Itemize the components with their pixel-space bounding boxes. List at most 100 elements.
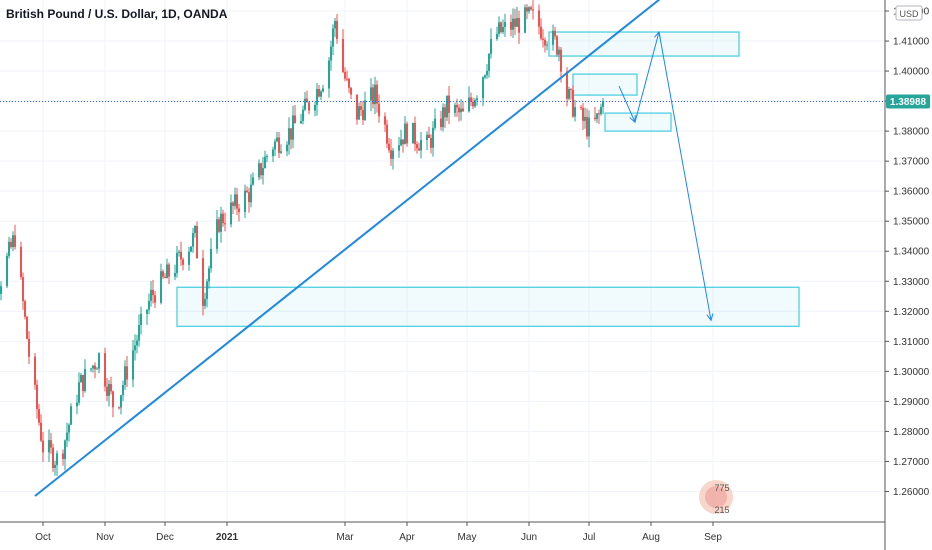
candle-body xyxy=(38,409,40,423)
price-tick-label: 1.31000 xyxy=(893,337,930,348)
candle-body xyxy=(108,384,110,396)
zone-box[interactable] xyxy=(604,112,672,132)
candle-body xyxy=(468,97,470,112)
candle-body xyxy=(488,53,490,71)
candle-body xyxy=(50,440,52,448)
candle-body xyxy=(524,7,526,33)
candle-body xyxy=(554,30,556,37)
time-tick-label: Mar xyxy=(336,532,354,543)
candle-body xyxy=(126,366,128,380)
time-axis[interactable]: SepOctNovDec2021MarAprMayJunJulAugSep xyxy=(0,522,722,543)
candle-body xyxy=(472,101,474,107)
candle-body xyxy=(582,107,584,121)
time-tick-label: Oct xyxy=(35,532,51,543)
candle-body xyxy=(502,27,504,33)
zone-box[interactable] xyxy=(572,73,638,96)
candle-body xyxy=(290,128,292,140)
candle-body xyxy=(154,295,156,303)
candle-body xyxy=(542,38,544,40)
price-tick-label: 1.38000 xyxy=(893,127,930,138)
candle-body xyxy=(96,368,98,370)
candle-body xyxy=(220,213,222,232)
candle-body xyxy=(94,365,96,370)
candle-body xyxy=(204,298,206,306)
candle-body xyxy=(528,7,530,12)
candle-body xyxy=(430,137,432,148)
candle-body xyxy=(412,122,414,144)
candle-body xyxy=(482,77,484,99)
candle-body xyxy=(264,156,266,169)
zone-box[interactable] xyxy=(548,31,740,57)
candle-body xyxy=(272,149,274,157)
trendline[interactable] xyxy=(34,0,677,497)
price-tick-label: 1.32000 xyxy=(893,307,930,318)
candle-body xyxy=(40,422,42,441)
currency-button[interactable]: USD xyxy=(895,5,923,21)
candle-body xyxy=(192,233,194,247)
candle-body xyxy=(182,259,184,265)
price-tick-label: 1.30000 xyxy=(893,367,930,378)
candle-body xyxy=(104,353,106,387)
candle-body xyxy=(304,98,306,110)
projection-path[interactable] xyxy=(618,31,712,321)
candle-body xyxy=(244,190,246,213)
candle-body xyxy=(378,103,380,117)
candle-body xyxy=(140,313,142,325)
candle-body xyxy=(234,194,236,206)
candle-body xyxy=(566,71,568,99)
candle-body xyxy=(390,150,392,159)
candle-body xyxy=(92,365,94,369)
candle-body xyxy=(236,194,238,209)
candle-body xyxy=(360,106,362,110)
time-tick-label: Jul xyxy=(583,532,596,543)
time-tick-label: Jun xyxy=(521,532,537,543)
candle-body xyxy=(232,202,234,206)
candle-body xyxy=(54,464,56,468)
candle-body xyxy=(164,276,166,279)
time-tick-label: Sep xyxy=(704,532,722,543)
candle-body xyxy=(398,145,400,151)
candle-body xyxy=(512,18,514,30)
candle-body xyxy=(138,324,140,341)
candle-body xyxy=(136,340,138,346)
trendline-group xyxy=(34,0,677,497)
candle-body xyxy=(150,289,152,301)
candle-body xyxy=(598,113,600,115)
candle-body xyxy=(230,202,232,225)
candle-body xyxy=(510,22,512,30)
candle-body xyxy=(106,386,108,396)
candle-body xyxy=(376,84,378,104)
grid xyxy=(0,0,885,522)
zone-box[interactable] xyxy=(176,286,800,327)
candle-body xyxy=(334,20,336,29)
candle-body xyxy=(336,20,338,40)
candle-body xyxy=(248,192,250,203)
candle-body xyxy=(168,264,170,277)
candle-body xyxy=(174,273,176,277)
candle-body xyxy=(518,18,520,33)
candle-body xyxy=(24,301,26,317)
candle-body xyxy=(530,7,532,10)
candle-body xyxy=(122,384,124,396)
watermark-line2: 215 xyxy=(714,505,729,515)
candle-body xyxy=(540,26,542,39)
candle-body xyxy=(274,141,276,150)
candle-body xyxy=(558,49,560,55)
candle-body xyxy=(218,219,220,232)
candle-body xyxy=(404,123,406,145)
candle-body xyxy=(442,107,444,128)
candle-body xyxy=(222,213,224,224)
price-tick-label: 1.26000 xyxy=(893,487,930,498)
candle-body xyxy=(596,113,598,120)
candle-body xyxy=(330,46,332,61)
candle-body xyxy=(8,241,10,256)
candle-body xyxy=(206,281,208,299)
candle-body xyxy=(224,223,226,225)
price-tick-label: 1.34000 xyxy=(893,247,930,258)
candle-body xyxy=(176,252,178,274)
candle-body xyxy=(196,226,198,259)
candle-body xyxy=(526,7,528,12)
price-tick-label: 1.40000 xyxy=(893,67,930,78)
price-axis[interactable]: 1.420001.410001.400001.390001.380001.370… xyxy=(885,7,930,498)
last-price-badge: 1.38988 xyxy=(886,94,930,109)
